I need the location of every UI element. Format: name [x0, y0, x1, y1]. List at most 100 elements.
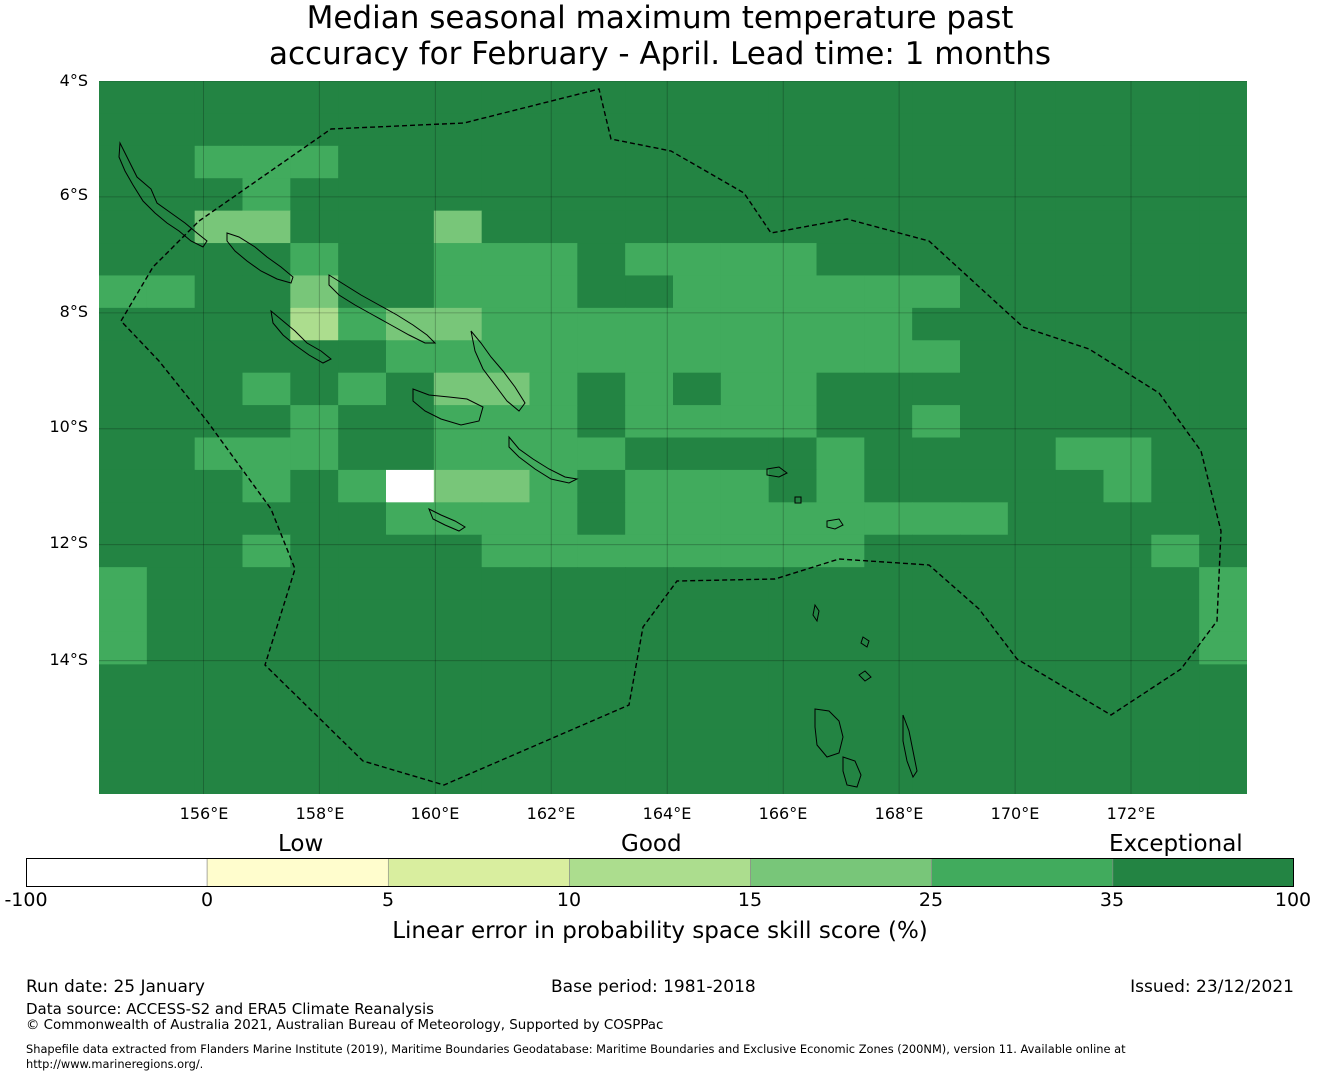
- grid-cell: [99, 534, 148, 568]
- grid-cell: [864, 469, 913, 503]
- grid-cell: [242, 437, 291, 471]
- grid-cell: [625, 178, 674, 212]
- grid-cell: [433, 761, 483, 794]
- grid-cell: [1151, 275, 1200, 309]
- grid-cell: [577, 340, 626, 374]
- coastline-rotuma-group: [826, 518, 844, 530]
- grid-cell: [816, 599, 865, 633]
- grid-cell: [1199, 145, 1247, 179]
- grid-cell: [99, 81, 148, 115]
- grid-cell: [433, 372, 483, 406]
- grid-cell: [912, 534, 961, 568]
- grid-cell: [481, 599, 531, 633]
- grid-cell: [433, 631, 483, 665]
- grid-cell: [290, 729, 339, 763]
- issued-date: Issued: 23/12/2021: [1130, 977, 1294, 997]
- grid-cell: [816, 761, 865, 794]
- grid-cell: [338, 696, 387, 730]
- grid-cell: [338, 469, 387, 503]
- lon-label-162e: 162°E: [526, 804, 576, 823]
- grid-cell: [625, 631, 674, 665]
- grid-cell: [529, 729, 578, 763]
- grid-cell: [386, 761, 435, 794]
- grid-cell: [577, 210, 626, 244]
- grid-cell: [481, 81, 531, 115]
- grid-cell: [1007, 631, 1057, 665]
- grid-cell: [194, 372, 244, 406]
- grid-cell: [242, 534, 291, 568]
- grid-cell: [481, 243, 531, 277]
- colorbar-segment: [931, 858, 1114, 887]
- grid-cell: [194, 405, 244, 439]
- grid-cell: [290, 243, 339, 277]
- grid-cell: [146, 405, 196, 439]
- grid-cell: [864, 405, 913, 439]
- grid-cell: [1151, 502, 1200, 536]
- grid-cell: [625, 210, 674, 244]
- grid-cell: [720, 696, 770, 730]
- grid-cell: [481, 729, 531, 763]
- colorbar-tick-10: 10: [556, 889, 582, 911]
- grid-cell: [1103, 696, 1152, 730]
- grid-cell: [386, 534, 435, 568]
- grid-cell: [816, 145, 865, 179]
- grid-cell: [625, 81, 674, 115]
- grid-cell: [433, 275, 483, 309]
- lat-label-14s: 14°S: [49, 650, 88, 669]
- grid-cell: [99, 340, 148, 374]
- grid-cell: [242, 405, 291, 439]
- grid-cell: [720, 307, 770, 341]
- grid-cell: [338, 178, 387, 212]
- grid-cell: [864, 178, 913, 212]
- grid-cell: [912, 113, 961, 147]
- grid-cell: [1103, 243, 1152, 277]
- grid-cell: [864, 113, 913, 147]
- grid-cell: [864, 502, 913, 536]
- grid-cell: [720, 210, 770, 244]
- grid-cell: [864, 631, 913, 665]
- grid-cell: [577, 178, 626, 212]
- grid-cell: [577, 469, 626, 503]
- grid-cell: [242, 729, 291, 763]
- grid-cell: [1055, 307, 1105, 341]
- grid-cell: [960, 631, 1009, 665]
- grid-cell: [1199, 631, 1247, 665]
- grid-cell: [338, 275, 387, 309]
- grid-cell: [625, 729, 674, 763]
- grid-cell: [1007, 567, 1057, 601]
- grid-cell: [290, 664, 339, 698]
- grid-cell: [1199, 664, 1247, 698]
- grid-cell: [1055, 340, 1105, 374]
- grid-cell: [577, 145, 626, 179]
- grid-cell: [673, 405, 722, 439]
- grid-cell: [816, 113, 865, 147]
- grid-cell: [481, 113, 531, 147]
- grid-cell: [912, 502, 961, 536]
- grid-cell: [1103, 145, 1152, 179]
- colorbar-segment: [569, 858, 751, 887]
- grid-cell: [242, 113, 291, 147]
- grid-cell: [1055, 113, 1105, 147]
- grid-cell: [1199, 567, 1247, 601]
- grid-cell: [338, 502, 387, 536]
- grid-cell: [720, 761, 770, 794]
- coastline-torres: [812, 603, 820, 623]
- grid-cell: [386, 502, 435, 536]
- grid-cell: [242, 631, 291, 665]
- grid-cell: [768, 502, 818, 536]
- grid-cell: [433, 340, 483, 374]
- grid-cell: [99, 405, 148, 439]
- grid-cell: [720, 664, 770, 698]
- grid-cell: [720, 405, 770, 439]
- grid-cell: [386, 178, 435, 212]
- grid-cell: [720, 81, 770, 115]
- grid-cell: [99, 437, 148, 471]
- grid-cell: [242, 372, 291, 406]
- grid-cell: [338, 567, 387, 601]
- grid-cell: [1055, 469, 1105, 503]
- grid-cell: [290, 307, 339, 341]
- grid-cell: [960, 696, 1009, 730]
- grid-cell: [577, 631, 626, 665]
- grid-cell: [1055, 243, 1105, 277]
- grid-cell: [960, 307, 1009, 341]
